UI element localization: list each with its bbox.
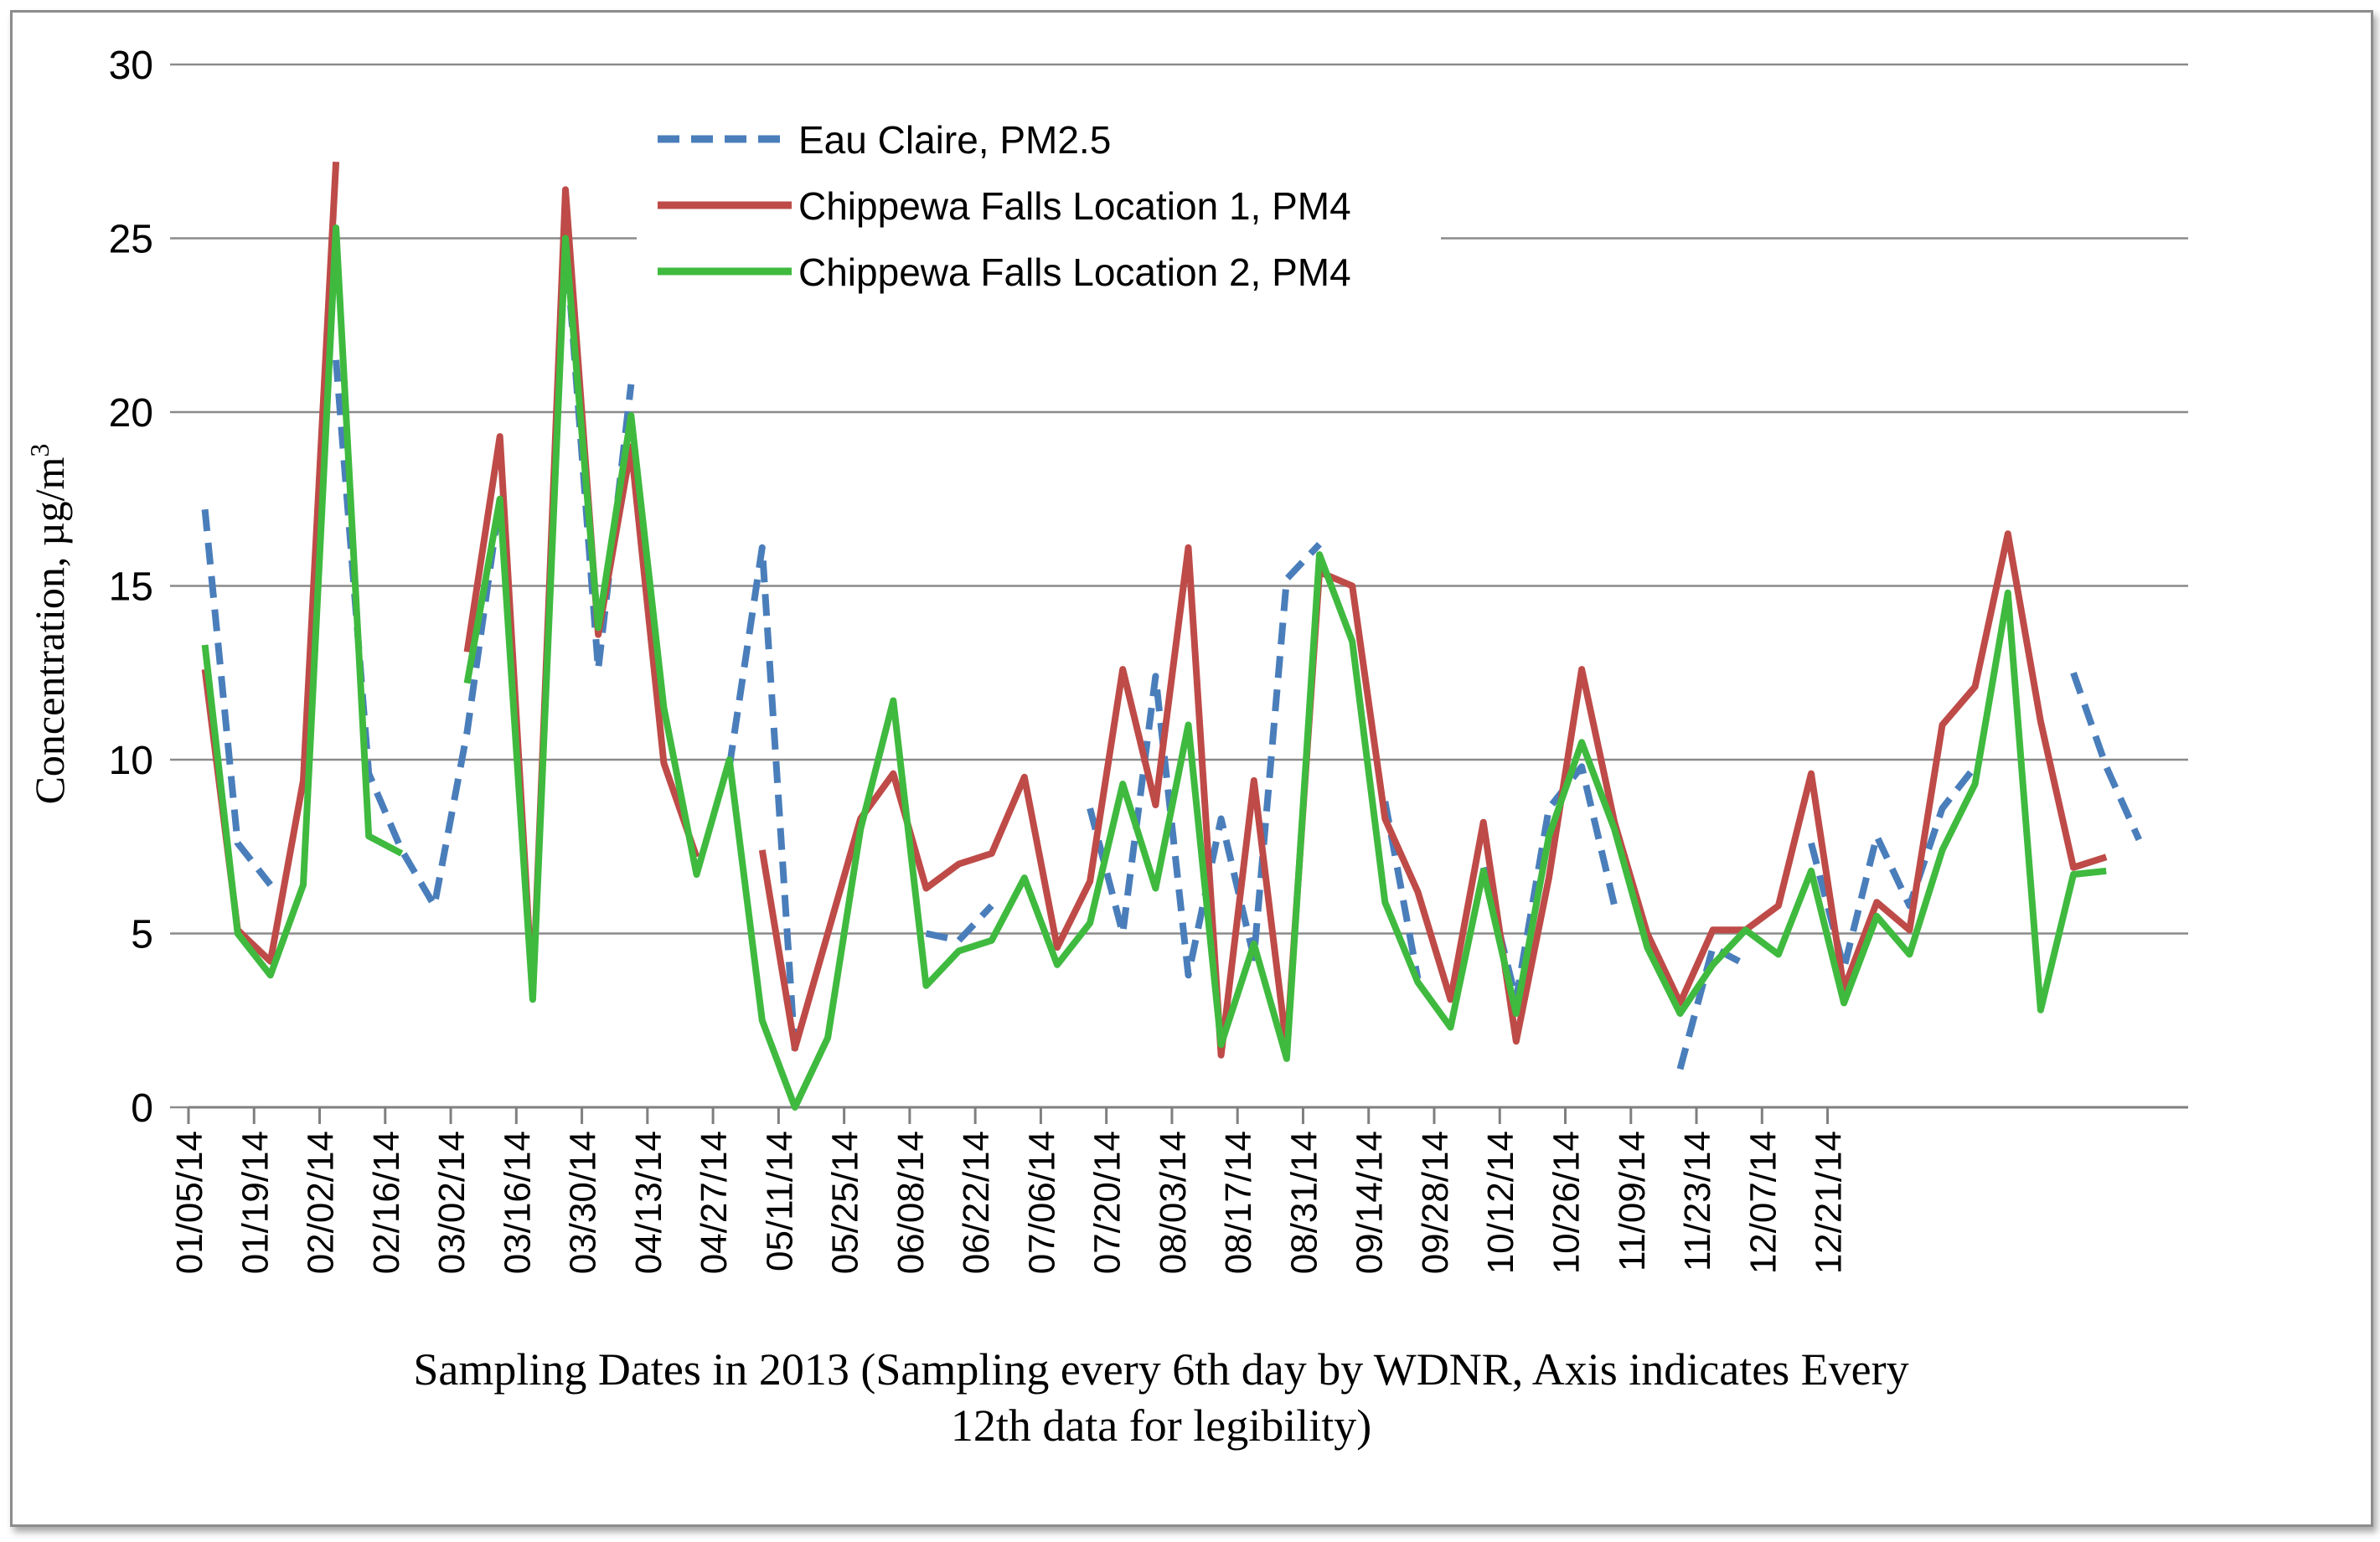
x-tick-label: 02/02/14 xyxy=(301,1131,342,1274)
series-line-segment xyxy=(1381,801,1422,980)
series-line-segment xyxy=(758,530,2108,1059)
x-tick-label: 10/26/14 xyxy=(1546,1131,1588,1274)
x-tick-label: 11/09/14 xyxy=(1612,1131,1653,1271)
y-axis-ticks: 0 5 10 15 20 25 30 xyxy=(109,44,153,1131)
series-line-segment xyxy=(1087,541,1322,979)
y-tick-label: 25 xyxy=(109,218,153,262)
series-line-segment xyxy=(201,508,273,887)
x-tick-label: 04/27/14 xyxy=(694,1131,735,1274)
series-line-segment xyxy=(463,235,2107,1111)
series-line-segment xyxy=(2070,671,2142,842)
y-axis-label-superscript: 3 xyxy=(24,444,54,457)
series-2 xyxy=(201,224,2107,1111)
x-axis-label-line2: 12th data for legibility) xyxy=(951,1400,1371,1451)
x-tick-label: 04/13/14 xyxy=(628,1131,669,1274)
y-axis-label: Concentration, µg/m3 xyxy=(24,444,73,805)
x-tick-label: 11/23/14 xyxy=(1677,1131,1718,1271)
y-tick-label: 30 xyxy=(109,44,153,88)
series-line-segment xyxy=(1676,944,1748,1070)
x-tick-label: 08/31/14 xyxy=(1283,1131,1324,1274)
y-tick-label: 0 xyxy=(131,1086,153,1131)
series-line-segment xyxy=(925,903,994,944)
series-lines xyxy=(201,161,2142,1111)
x-tick-label: 06/08/14 xyxy=(891,1131,932,1274)
x-tick-label: 09/14/14 xyxy=(1350,1131,1391,1274)
series-line-segment xyxy=(725,544,798,1052)
x-tick-label: 12/07/14 xyxy=(1742,1131,1784,1274)
y-tick-label: 15 xyxy=(109,565,153,610)
x-tick-label: 08/17/14 xyxy=(1218,1131,1259,1274)
legend-label-chippewa-1: Chippewa Falls Location 1, PM4 xyxy=(798,184,1351,228)
x-tick-label: 07/20/14 xyxy=(1087,1131,1128,1274)
x-tick-label: 12/21/14 xyxy=(1809,1131,1850,1274)
legend-label-chippewa-2: Chippewa Falls Location 2, PM4 xyxy=(798,250,1351,294)
x-tick-label: 03/30/14 xyxy=(563,1131,604,1274)
x-tick-label: 05/25/14 xyxy=(825,1131,866,1274)
x-axis-label-line1: Sampling Dates in 2013 (Sampling every 6… xyxy=(413,1344,1908,1395)
x-tick-label: 06/22/14 xyxy=(956,1131,997,1274)
x-tick-label: 03/16/14 xyxy=(497,1131,538,1274)
x-tick-label: 10/12/14 xyxy=(1480,1131,1521,1274)
x-tick-label: 01/19/14 xyxy=(235,1131,276,1274)
x-tick-label: 08/03/14 xyxy=(1153,1131,1194,1274)
y-axis-label-text: Concentration, µg/m xyxy=(26,456,73,804)
x-tick-label: 03/02/14 xyxy=(431,1131,472,1274)
x-tick-label: 02/16/14 xyxy=(366,1131,407,1274)
series-line-segment xyxy=(201,224,404,979)
y-tick-label: 20 xyxy=(109,391,153,436)
x-tick-label: 09/28/14 xyxy=(1415,1131,1456,1274)
legend-label-eau-claire: Eau Claire, PM2.5 xyxy=(798,118,1111,162)
y-tick-label: 10 xyxy=(109,739,153,783)
x-tick-label: 01/05/14 xyxy=(169,1131,210,1274)
series-line-segment xyxy=(463,186,700,1000)
y-tick-label: 5 xyxy=(131,913,153,957)
x-tick-label: 07/06/14 xyxy=(1021,1131,1062,1274)
x-axis: 01/05/14 01/19/14 02/02/14 02/16/14 03/02/14… xyxy=(169,1106,2188,1274)
legend: Eau Claire, PM2.5 Chippewa Falls Locatio… xyxy=(637,101,1441,310)
x-tick-label: 05/11/14 xyxy=(759,1131,800,1271)
